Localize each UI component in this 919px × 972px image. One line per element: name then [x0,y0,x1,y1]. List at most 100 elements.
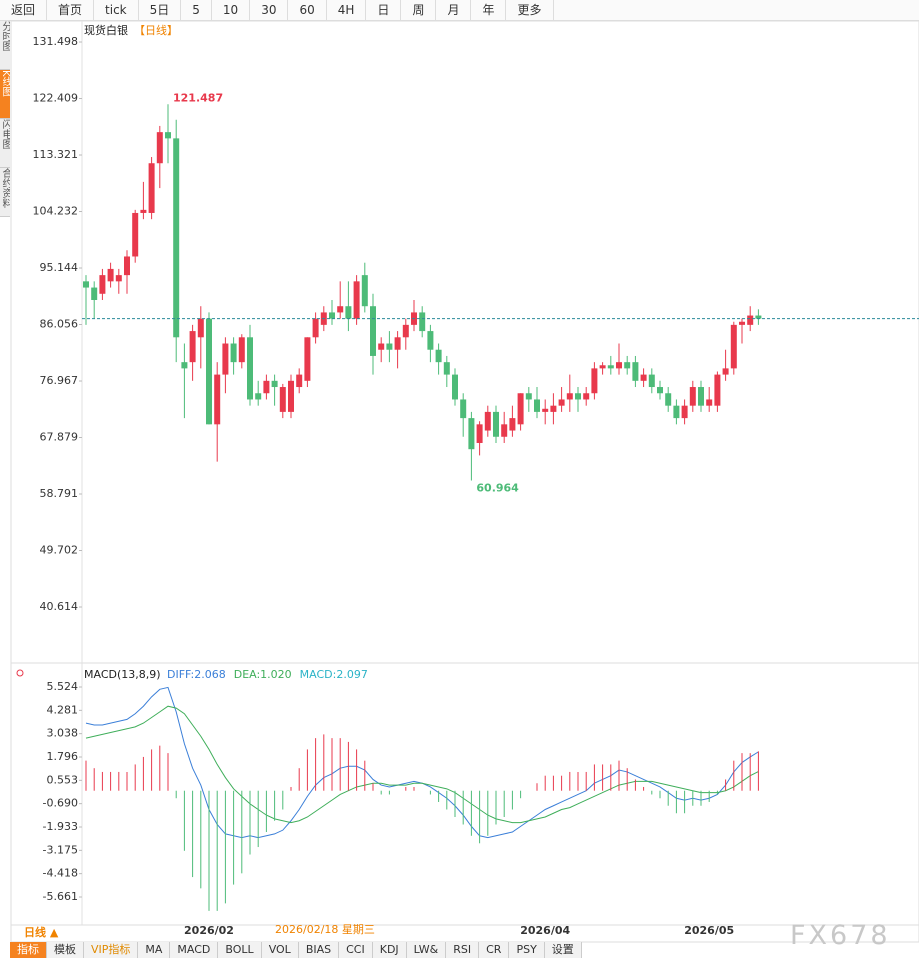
candle-body [689,387,696,406]
indicator-tab[interactable]: CR [479,942,510,958]
candle-body [181,362,188,369]
candle-body [165,132,171,139]
candle-body [312,318,319,338]
y-tick-label: 4.281 [47,703,79,716]
candle-body [156,132,163,164]
candle-body [247,337,253,400]
max-label: 121.487 [173,91,223,104]
indicator-tab[interactable]: PSY [509,942,545,958]
candle-body [509,418,516,431]
frame [10,20,919,943]
toolbar-button[interactable]: 60 [288,0,327,20]
y-tick-label: 58.791 [40,487,79,500]
toolbar-button[interactable]: 首页 [47,0,95,20]
candle-body [378,343,385,350]
candle-body [542,408,549,412]
candle-body [279,387,286,412]
side-tabs: 分时图 K线图 闪电图 合约资料 [0,21,10,217]
candle-body [525,393,532,400]
candle-body [665,393,672,406]
candle-body [148,163,155,213]
indicator-tab[interactable]: 指标 [10,942,47,958]
y-tick-label: -1.933 [43,820,78,833]
candle-body [173,138,180,338]
candle-body [607,365,614,369]
toolbar-button[interactable]: 4H [327,0,367,20]
candle-body [550,405,557,412]
y-tick-label: 122.409 [33,92,79,105]
candle-body [419,312,426,332]
y-tick-label: 49.702 [40,544,79,557]
candle-body [648,374,655,388]
candle-body [197,318,204,338]
side-tab[interactable]: K线图 [0,70,10,119]
candle-body [517,393,524,425]
indicator-tab[interactable]: RSI [446,942,480,958]
side-tab[interactable]: 闪电图 [0,119,10,168]
candle-body [394,337,401,350]
indicator-tab[interactable]: VIP指标 [84,942,139,958]
toolbar-button[interactable]: 30 [250,0,289,20]
toolbar-button[interactable]: 5 [181,0,212,20]
legend-entry: MACD:2.097 [300,668,368,681]
candle-body [624,362,631,369]
candle-body [140,209,147,213]
candle-body [288,380,294,412]
y-tick-label: 95.144 [40,261,79,274]
indicator-tab[interactable]: MACD [170,942,219,958]
candle-body [706,399,713,406]
toolbar-button[interactable]: 日 [366,0,402,20]
chart-subtitle: 【日线】 [134,23,178,37]
toolbar-button[interactable]: 更多 [506,0,554,20]
candle-body [255,393,262,400]
candle-body [739,321,745,325]
indicator-tab[interactable]: 模板 [47,942,84,958]
candle-body [640,374,647,381]
indicator-tab[interactable]: LW& [406,942,447,958]
y-tick-label: 40.614 [40,600,79,613]
candle-body [673,405,680,419]
side-tab[interactable]: 分时图 [0,21,10,70]
watermark: FX678 [790,920,891,951]
toolbar-button[interactable]: 年 [471,0,507,20]
candle-body [99,275,106,294]
candle-body [493,411,499,437]
indicator-tab[interactable]: KDJ [372,942,407,958]
indicator-tabs: 指标 模板 VIP指标 MA MACD BOLL VOL BIAS CCI KDJ LW& RSI CR… [10,942,582,958]
candle-body [132,212,139,257]
toolbar-button[interactable]: tick [94,0,139,20]
settings-icon[interactable] [16,669,24,677]
side-tab[interactable]: 合约资料 [0,168,10,217]
candle-body [115,275,122,282]
candle-body [460,399,467,419]
candle-body [189,331,196,363]
candle-body [83,281,89,288]
indicator-tab[interactable]: BOLL [218,942,262,958]
candle-body [452,374,458,400]
macd-line [85,686,759,839]
candle-body [124,256,130,276]
legend-entry: DEA:1.020 [234,668,292,681]
candle-body [91,287,98,300]
indicator-tab[interactable]: MA [138,942,171,958]
indicator-tab[interactable]: 设置 [544,942,582,958]
indicator-tab[interactable]: CCI [339,942,373,958]
candle-body [353,281,360,319]
candle-body [755,315,762,319]
macd-line [85,705,759,824]
period[interactable]: 日线 ▲ [24,925,59,939]
toolbar-button[interactable]: 月 [436,0,472,20]
x-tick-label: 2026/05 [684,924,734,937]
toolbar-button[interactable]: 周 [401,0,437,20]
toolbar-button[interactable]: 5日 [139,0,182,20]
candle-body [632,362,639,381]
indicator-tab[interactable]: VOL [261,942,299,958]
indicator-tab[interactable]: BIAS [298,942,340,958]
toolbar: 返回 首页 tick 5日 5 10 30 60 4H 日周月年更多 [0,0,919,21]
toolbar-button[interactable]: 10 [212,0,251,20]
y-tick-label: 113.321 [33,148,79,161]
toolbar-button[interactable]: 返回 [0,0,48,20]
y-tick-label: -4.418 [43,867,78,880]
candle-body [296,374,303,388]
